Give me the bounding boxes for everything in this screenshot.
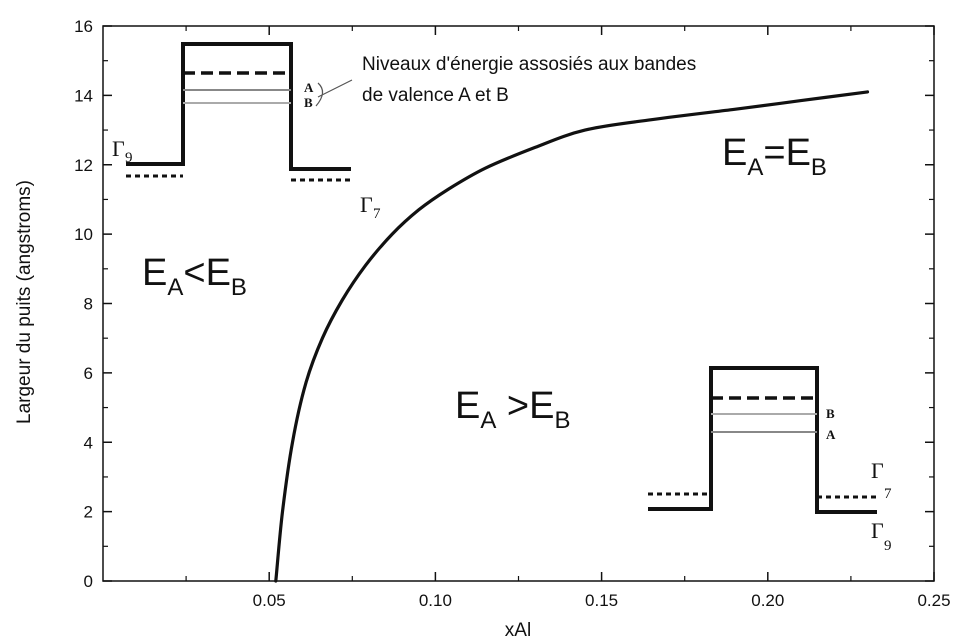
inset-top-gamma9: Γ: [112, 136, 125, 161]
inset-bottom-right: B A Γ 7 Γ 9: [648, 366, 892, 554]
y-tick-label: 16: [74, 17, 93, 36]
x-tick-label: 0.05: [253, 591, 286, 610]
inset-bottom-gamma7-sub: 7: [884, 486, 892, 502]
inset-bottom-well: [648, 366, 877, 514]
inset-top-well: [126, 42, 351, 171]
x-axis-label: xAl: [505, 620, 531, 641]
y-tick-label: 0: [84, 572, 93, 591]
y-tick-label: 8: [84, 295, 93, 314]
x-tick-label: 0.10: [419, 591, 452, 610]
x-tick-label: 0.20: [751, 591, 784, 610]
inset-bottom-label-b: B: [826, 406, 835, 421]
y-axis-label: Largeur du puits (angstroms): [14, 180, 35, 424]
inset-bottom-gamma9-sub: 9: [884, 538, 892, 554]
inset-top-gamma9-sub: 9: [125, 150, 133, 166]
inset-bottom-gamma7: Γ: [871, 458, 884, 483]
inset-top-label-a: A: [304, 80, 314, 95]
y-tick-label: 6: [84, 364, 93, 383]
y-tick-label: 10: [74, 225, 93, 244]
inset-top-gamma7: Γ: [360, 192, 373, 217]
levels-note-line2: de valence A et B: [362, 85, 509, 106]
y-tick-label: 4: [84, 433, 93, 452]
annotation-arrow: [315, 79, 353, 107]
axis-ticks: 0 2 4 6 8 10 12 14 16 0.05 0.10 0.15 0.20 0.25: [74, 17, 950, 610]
inset-top-left: A B Γ 9 Γ 7: [112, 42, 381, 222]
y-tick-label: 12: [74, 156, 93, 175]
series-line: [274, 90, 870, 583]
region-label-equal: EA=EB: [722, 132, 827, 181]
inset-top-gamma7-sub: 7: [373, 206, 381, 222]
inset-top-label-b: B: [304, 95, 313, 110]
plot-frame: [102, 25, 935, 582]
region-label-greater: EA >EB: [455, 385, 571, 434]
region-label-less: EA<EB: [142, 252, 247, 301]
inset-bottom-gamma9: Γ: [871, 518, 884, 543]
y-tick-label: 2: [84, 503, 93, 522]
y-tick-label: 14: [74, 86, 93, 105]
x-tick-label: 0.25: [917, 591, 950, 610]
levels-note-line1: Niveaux d'énergie assosiés aux bandes: [362, 54, 696, 75]
inset-bottom-label-a: A: [826, 427, 836, 442]
x-tick-label: 0.15: [585, 591, 618, 610]
